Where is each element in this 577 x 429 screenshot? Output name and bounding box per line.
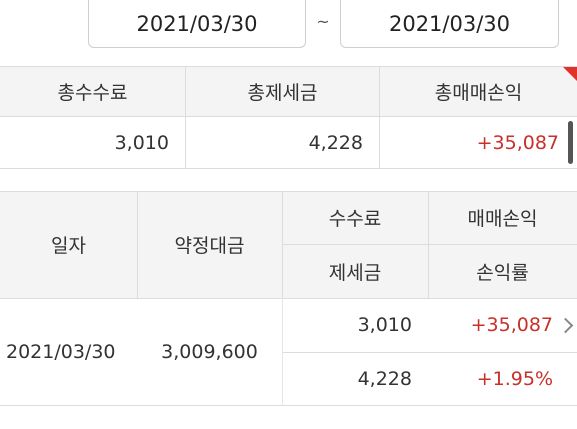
row-rate: +1.95% [476, 368, 553, 390]
total-pnl-value: +35,087 [476, 131, 559, 154]
total-pnl-header[interactable]: 총매매손익 [380, 67, 577, 116]
contract-column-header: 약정대금 [137, 191, 282, 298]
fee-column-header: 수수료 [282, 191, 428, 244]
row-fee: 3,010 [357, 314, 412, 336]
rate-column-header: 손익률 [428, 244, 577, 298]
total-tax-value: 4,228 [186, 117, 380, 168]
date-column-header: 일자 [0, 191, 137, 298]
total-fee-value: 3,010 [0, 117, 186, 168]
row-pnl: +35,087 [470, 314, 553, 336]
row-date: 2021/03/30 [6, 341, 116, 363]
pnl-column-header: 매매손익 [428, 191, 577, 244]
row-contract-amount: 3,009,600 [161, 341, 258, 363]
total-fee-header: 총수수료 [0, 67, 186, 116]
row-tax: 4,228 [357, 368, 412, 390]
tax-column-header: 제세금 [282, 244, 428, 298]
summary-header: 총수수료 총제세금 총매매손익 [0, 66, 577, 117]
total-pnl-header-label: 총매매손익 [434, 82, 523, 104]
corner-marker-icon [563, 67, 577, 81]
total-tax-header: 총제세금 [186, 67, 380, 116]
start-date-value: 2021/03/30 [136, 11, 258, 36]
end-date-value: 2021/03/30 [388, 11, 511, 36]
date-range-separator: ~ [316, 11, 330, 31]
end-date-field[interactable]: 2021/03/30 [340, 0, 559, 48]
trade-detail-table: 일자 약정대금 수수료 매매손익 제세금 손익률 2021/03/30 3,00… [0, 191, 577, 406]
scrollbar[interactable] [568, 121, 573, 164]
start-date-field[interactable]: 2021/03/30 [88, 0, 306, 48]
summary-values-row: 3,010 4,228 +35,087 [0, 117, 577, 169]
